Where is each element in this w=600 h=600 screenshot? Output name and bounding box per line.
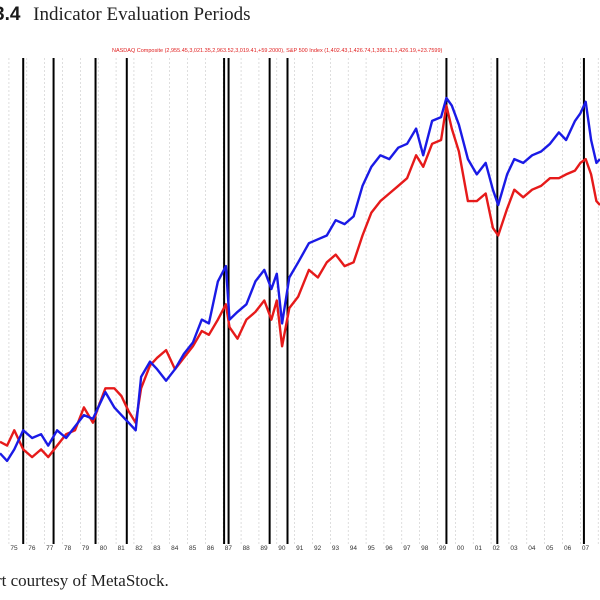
x-tick-label: 83 xyxy=(153,545,161,552)
x-tick-label: 05 xyxy=(546,545,554,552)
x-tick-label: 90 xyxy=(278,545,286,552)
grid-lines xyxy=(8,58,599,544)
x-tick-label: 76 xyxy=(28,545,36,552)
x-tick-label: 01 xyxy=(475,545,483,552)
x-tick-label: 81 xyxy=(118,545,126,552)
x-tick-label: 91 xyxy=(296,545,304,552)
x-tick-label: 88 xyxy=(243,545,251,552)
chart-background xyxy=(0,36,600,558)
x-tick-label: 04 xyxy=(528,545,536,552)
x-axis-ticks: 75 76 77 78 79 80 81 82 83 84 85 86 87 88 89 90 91 92 93 94… xyxy=(10,545,600,552)
figure-title: 3.4 Indicator Evaluation Periods xyxy=(0,4,251,26)
chart-legend: NASDAQ Composite (2,955.45,3,021.35,2,96… xyxy=(112,48,443,54)
series-lines xyxy=(0,96,600,463)
x-tick-label: 94 xyxy=(350,545,358,552)
x-tick-label: 99 xyxy=(439,545,447,552)
x-tick-label: 78 xyxy=(64,545,72,552)
figure-title-text: Indicator Evaluation Periods xyxy=(33,4,251,25)
x-tick-label: 00 xyxy=(457,545,465,552)
x-tick-label: 77 xyxy=(46,545,54,552)
x-tick-label: 86 xyxy=(207,545,215,552)
x-tick-label: 89 xyxy=(260,545,268,552)
x-tick-label: 93 xyxy=(332,545,340,552)
x-tick-label: 82 xyxy=(135,545,143,552)
chart: NASDAQ Composite (2,955.45,3,021.35,2,96… xyxy=(0,36,600,558)
x-tick-label: 03 xyxy=(510,545,518,552)
figure-number: 3.4 xyxy=(0,4,21,25)
x-tick-label: 95 xyxy=(368,545,376,552)
x-tick-label: 06 xyxy=(564,545,572,552)
series-line-nasdaq xyxy=(0,96,600,463)
x-tick-label: 97 xyxy=(403,545,411,552)
x-tick-label: 80 xyxy=(100,545,108,552)
x-tick-label: 75 xyxy=(10,545,18,552)
figure-caption: rt courtesy of MetaStock. xyxy=(0,571,169,590)
x-tick-label: 98 xyxy=(421,545,429,552)
x-tick-label: 96 xyxy=(385,545,393,552)
x-tick-label: 02 xyxy=(493,545,501,552)
evaluation-period-lines xyxy=(22,58,585,544)
x-tick-label: 87 xyxy=(225,545,233,552)
x-tick-label: 07 xyxy=(582,545,590,552)
x-tick-label: 84 xyxy=(171,545,179,552)
x-tick-label: 92 xyxy=(314,545,322,552)
x-tick-label: 79 xyxy=(82,545,90,552)
x-tick-label: 85 xyxy=(189,545,197,552)
